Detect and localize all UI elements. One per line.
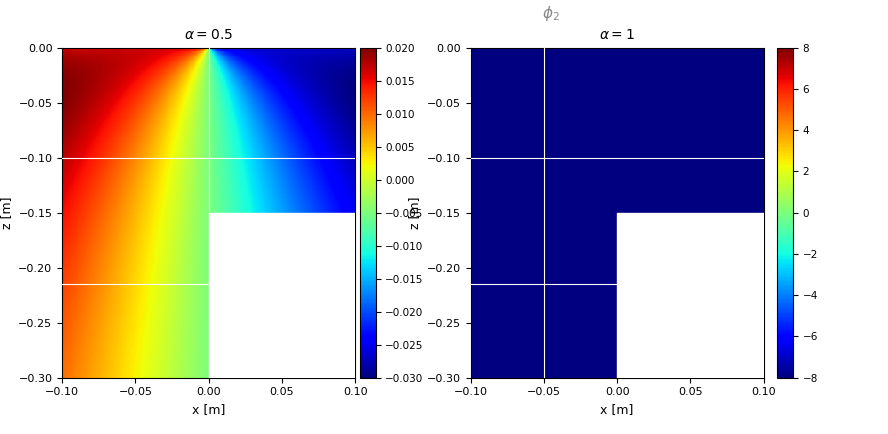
Y-axis label: z [m]: z [m] — [408, 197, 421, 229]
Title: $\alpha = 1$: $\alpha = 1$ — [599, 28, 635, 43]
Title: $\alpha = 0.5$: $\alpha = 0.5$ — [184, 28, 234, 43]
X-axis label: x [m]: x [m] — [600, 403, 634, 416]
X-axis label: x [m]: x [m] — [192, 403, 226, 416]
Bar — [209, 213, 355, 378]
Y-axis label: z [m]: z [m] — [0, 197, 12, 229]
Bar — [617, 213, 764, 378]
Text: $\phi_2$: $\phi_2$ — [542, 4, 559, 23]
